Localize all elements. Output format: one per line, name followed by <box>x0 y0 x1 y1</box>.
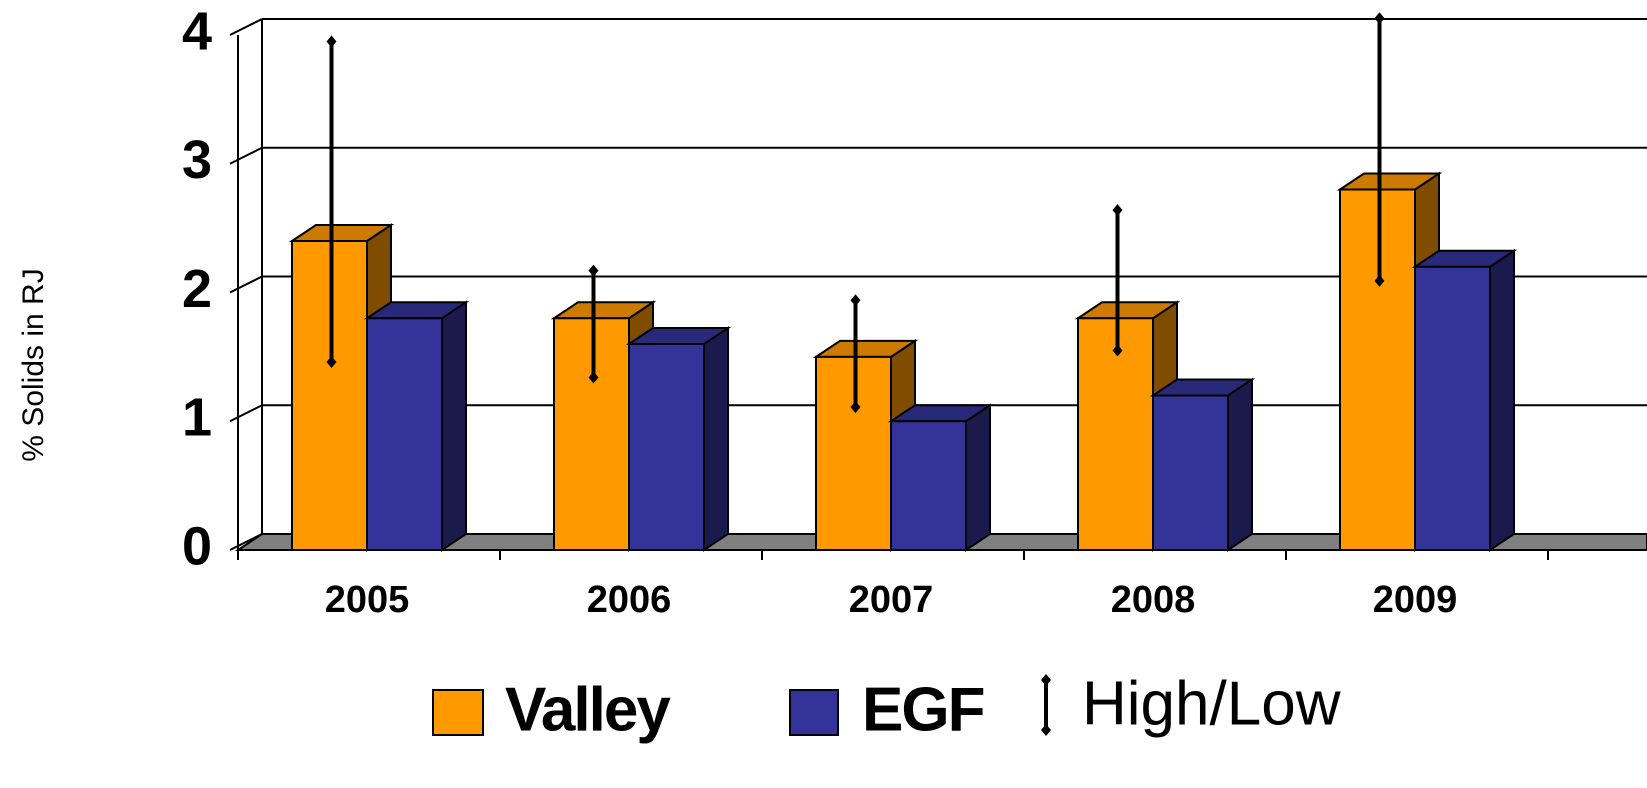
x-tick-label: 2007 <box>849 579 934 621</box>
bar-front <box>1152 394 1229 551</box>
bar-side <box>703 326 729 552</box>
bar <box>1149 377 1256 552</box>
bar-front <box>628 343 705 551</box>
x-tick-label: 2005 <box>325 579 410 621</box>
x-tick-label: 2009 <box>1373 579 1458 621</box>
y-tick-label: 4 <box>182 1 212 61</box>
bar <box>887 403 994 552</box>
bar-front <box>890 420 967 551</box>
bar-side <box>441 300 467 552</box>
low-marker <box>850 401 861 414</box>
legend-swatch <box>789 689 839 736</box>
x-tick-label: 2006 <box>587 579 672 621</box>
y-tick-label: 0 <box>182 516 212 576</box>
high-marker <box>588 264 599 277</box>
y-tick <box>229 18 263 36</box>
legend-hilo-marker <box>1041 674 1051 736</box>
low-marker <box>1374 274 1385 287</box>
y-tick-label: 3 <box>182 130 212 190</box>
y-axis-title: % Solids in RJ <box>17 268 50 461</box>
y-tick <box>229 404 263 423</box>
legend-label: EGF <box>862 675 984 744</box>
y-tick-label: 2 <box>182 259 212 319</box>
legend-label: Valley <box>505 675 671 744</box>
bar <box>1411 248 1518 552</box>
legend-label: High/Low <box>1082 669 1341 738</box>
high-marker <box>326 35 337 48</box>
y-tick <box>229 146 263 165</box>
bar <box>625 326 732 552</box>
bar-side <box>1489 248 1515 552</box>
bar-side <box>1227 377 1253 552</box>
bar-front <box>1077 317 1154 551</box>
y-tick <box>229 533 263 551</box>
bar-front <box>366 317 443 551</box>
bar <box>363 300 470 552</box>
legend: Valley EGF High/Low <box>432 669 1341 744</box>
low-marker <box>326 356 337 369</box>
bar-front <box>1414 265 1491 551</box>
low-marker <box>588 371 599 384</box>
bar-side <box>965 403 991 552</box>
legend-swatch <box>432 689 484 736</box>
y-tick-label: 1 <box>182 388 212 448</box>
high-marker <box>1374 12 1385 25</box>
high-marker <box>1112 204 1123 217</box>
x-tick-label: 2008 <box>1111 579 1196 621</box>
low-marker <box>1112 344 1123 357</box>
y-tick <box>229 275 263 294</box>
high-marker <box>850 294 861 307</box>
